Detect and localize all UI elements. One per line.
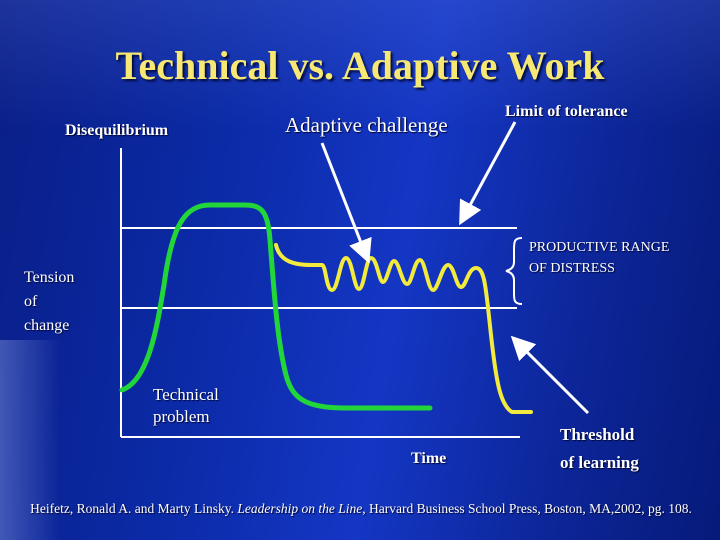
limit-of-tolerance-label: Limit of tolerance xyxy=(505,103,628,120)
limit-of-tolerance-arrow xyxy=(459,121,517,226)
productive-range-line2: OF DISTRESS xyxy=(529,261,615,276)
threshold-line1: Threshold xyxy=(560,425,635,444)
adaptive-challenge-label: Adaptive challenge xyxy=(285,113,448,137)
technical-problem-curve xyxy=(119,202,433,411)
x-axis-label: Time xyxy=(411,450,447,467)
adaptive-challenge-curve xyxy=(274,243,533,414)
tension-line3: change xyxy=(24,317,70,334)
tension-of-change-label: Tension of change xyxy=(24,266,74,338)
citation-publisher: , Harvard Business School Press, Boston,… xyxy=(362,501,692,516)
productive-range-brace xyxy=(505,237,523,305)
threshold-of-learning-arrow xyxy=(510,335,590,415)
slide-title: Technical vs. Adaptive Work xyxy=(115,43,605,88)
tension-line2: of xyxy=(24,293,38,310)
technical-line2: problem xyxy=(153,407,210,426)
tension-line1: Tension xyxy=(24,269,75,286)
threshold-line2: of learning xyxy=(560,453,639,472)
productive-range-label: PRODUCTIVE RANGE OF DISTRESS xyxy=(529,237,669,279)
citation-book-title: Leadership on the Line xyxy=(237,501,363,516)
citation: Heifetz, Ronald A. and Marty Linsky. Lea… xyxy=(8,501,714,517)
productive-range-line1: PRODUCTIVE RANGE xyxy=(529,240,670,255)
adaptive-challenge-arrow xyxy=(320,142,372,264)
citation-authors: Heifetz, Ronald A. and Marty Linsky. xyxy=(30,501,234,516)
y-axis-label: Disequilibrium xyxy=(65,122,169,139)
threshold-of-learning-label: Threshold of learning xyxy=(560,421,639,477)
technical-line1: Technical xyxy=(153,385,219,404)
background-glow-left xyxy=(0,340,60,540)
background-glow xyxy=(0,0,720,130)
technical-problem-label: Technical problem xyxy=(153,384,219,428)
